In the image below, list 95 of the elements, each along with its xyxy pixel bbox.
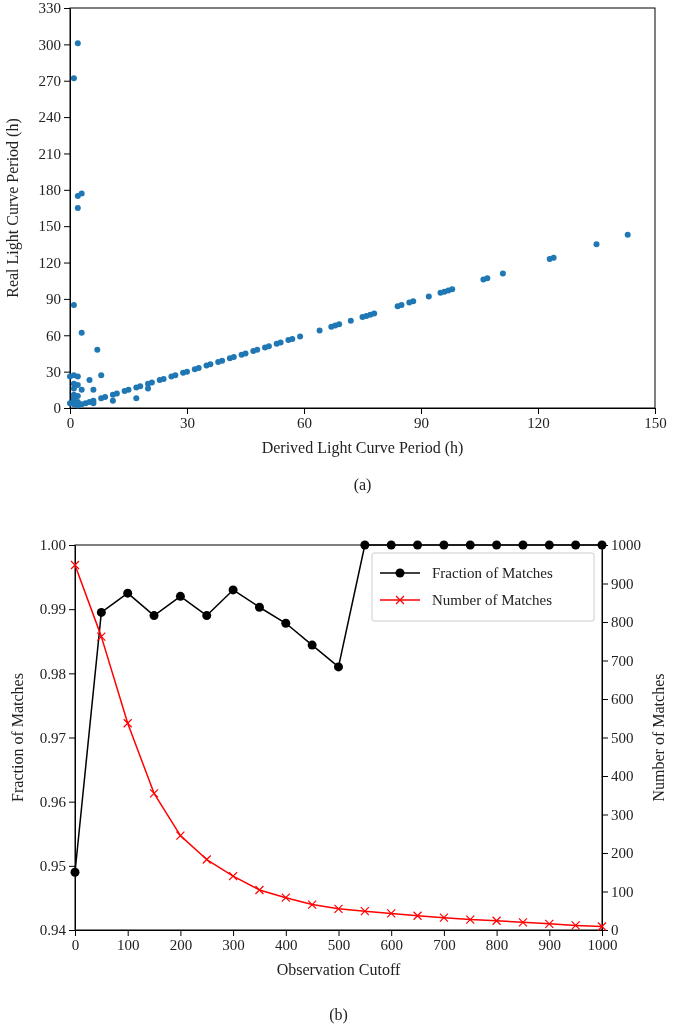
text: (a): [353, 476, 372, 494]
point: [544, 540, 554, 550]
point: [571, 540, 581, 550]
y-axis-title: Real Light Curve Period (h): [4, 118, 22, 298]
x-tick-label: 120: [527, 414, 550, 431]
point: [518, 540, 528, 550]
x-tick-label: 300: [222, 936, 245, 953]
y-tick-label: 1.00: [39, 537, 66, 554]
y-tick-label: 90: [46, 291, 61, 308]
x-axis-title: Observation Cutoff: [276, 961, 402, 978]
x-tick-label: 60: [297, 414, 312, 431]
point: [202, 854, 212, 865]
y-tick-label: 0.95: [39, 858, 66, 875]
x-tick-label: 600: [380, 936, 403, 953]
point: [439, 913, 449, 923]
point: [307, 899, 317, 910]
point: [254, 885, 265, 895]
y2-tick-label: 100: [611, 883, 634, 900]
y-tick-label: 30: [46, 363, 61, 380]
point: [228, 871, 238, 881]
point: [123, 718, 133, 728]
y2-tick-label: 800: [611, 614, 634, 631]
y-tick-label: 0: [53, 400, 61, 417]
y2-tick-label: 200: [611, 845, 634, 862]
point: [149, 611, 159, 621]
point: [70, 867, 80, 877]
y-tick-label: 240: [38, 109, 61, 126]
x-tick-label: 100: [116, 936, 140, 953]
y-tick-label: 300: [38, 36, 61, 53]
x-tick-label: 200: [169, 936, 193, 953]
y2-tick-label: 400: [611, 768, 634, 785]
y2-tick-label: 900: [611, 575, 634, 592]
y-tick-label: 0.97: [39, 729, 67, 746]
x-tick-label: 1000: [587, 936, 618, 953]
point: [175, 591, 185, 601]
point: [360, 540, 370, 550]
x-tick-label: 150: [644, 414, 667, 431]
point: [518, 917, 528, 927]
y-tick-label: 150: [38, 218, 61, 235]
y-tick-label: 210: [38, 145, 61, 162]
y-tick-label: 0.99: [39, 601, 66, 618]
point: [413, 540, 423, 550]
point: [149, 788, 159, 798]
text: (b): [329, 1006, 348, 1024]
x-axis-title: Derived Light Curve Period (h): [261, 439, 464, 457]
point: [175, 831, 185, 841]
point: [492, 540, 502, 550]
point: [386, 908, 396, 919]
point: [281, 893, 291, 903]
point: [96, 632, 106, 642]
y2-tick-label: 300: [611, 806, 634, 823]
y-tick-label: 0.98: [39, 665, 66, 682]
point: [307, 640, 317, 650]
point: [254, 602, 264, 612]
y2-tick-label: 600: [611, 691, 634, 708]
y2-tick-label: 0: [611, 922, 619, 939]
y-tick-label: 0.94: [39, 922, 67, 939]
y-tick-label: 60: [46, 327, 61, 344]
x-tick-label: 800: [485, 936, 509, 953]
point: [202, 611, 212, 621]
x-tick-label: 400: [275, 936, 298, 953]
y-tick-label: 270: [38, 73, 61, 90]
point: [386, 540, 396, 550]
y-tick-label: 180: [38, 182, 61, 199]
point: [70, 560, 80, 570]
y2-tick-label: 700: [611, 652, 634, 669]
x-tick-label: 0: [71, 936, 80, 953]
point: [281, 618, 291, 628]
point: [123, 588, 133, 598]
x-tick-label: 500: [327, 936, 351, 953]
point: [334, 662, 343, 672]
y2-axis-title: Number of Matches: [650, 673, 667, 802]
point: [465, 915, 475, 925]
point: [412, 911, 423, 921]
x-tick-label: 90: [414, 414, 429, 431]
y-axis-title: Fraction of Matches: [9, 673, 26, 802]
x-tick-label: 700: [433, 936, 456, 953]
y-tick-label: 0.96: [39, 793, 67, 810]
point: [360, 906, 370, 916]
point: [544, 919, 554, 929]
x-tick-label: 30: [180, 414, 195, 431]
y2-tick-label: 1000: [611, 537, 641, 554]
point: [492, 916, 502, 926]
point: [571, 920, 581, 930]
legend-label: Number of Matches: [432, 592, 553, 608]
y2-tick-label: 500: [611, 729, 634, 746]
point: [465, 540, 475, 550]
y-tick-label: 330: [38, 0, 61, 17]
point: [228, 585, 238, 595]
x-tick-label: 900: [538, 936, 562, 953]
point: [96, 607, 106, 617]
y-tick-label: 120: [38, 254, 61, 271]
point: [333, 904, 344, 914]
legend-label: Fraction of Matches: [432, 565, 553, 581]
point: [439, 540, 449, 550]
